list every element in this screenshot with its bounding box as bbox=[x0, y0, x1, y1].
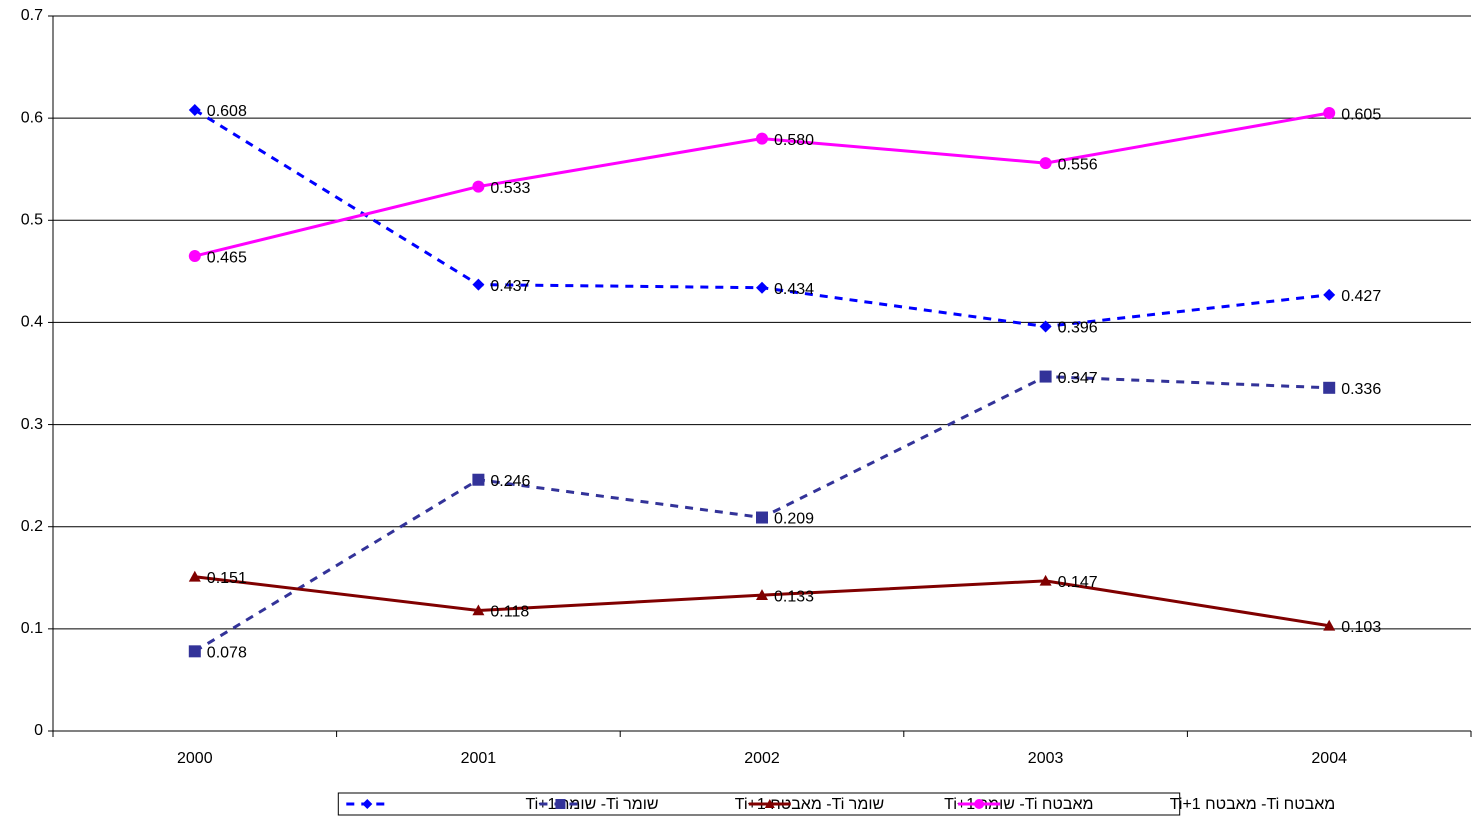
marker bbox=[1323, 381, 1336, 394]
legend-item: שומר Ti- מאבטח Ti+1 bbox=[539, 796, 884, 813]
y-tick-label: 0.7 bbox=[21, 7, 43, 24]
marker bbox=[756, 589, 768, 600]
marker bbox=[1323, 619, 1336, 631]
marker bbox=[1039, 370, 1052, 383]
data-label: 0.608 bbox=[207, 103, 247, 120]
marker bbox=[1323, 107, 1336, 120]
y-tick-label: 0.6 bbox=[21, 109, 43, 126]
data-label: 0.437 bbox=[490, 278, 530, 295]
data-label: 0.103 bbox=[1341, 619, 1381, 636]
y-tick-label: 0.5 bbox=[21, 212, 43, 229]
marker bbox=[472, 473, 485, 486]
series-line bbox=[194, 575, 1330, 628]
x-tick-label: 2002 bbox=[744, 750, 780, 767]
y-tick-label: 0.2 bbox=[21, 518, 43, 535]
data-label: 0.209 bbox=[774, 511, 814, 528]
x-tick-label: 2001 bbox=[461, 750, 497, 767]
marker bbox=[1323, 288, 1336, 301]
x-tick-label: 2003 bbox=[1028, 750, 1064, 767]
marker bbox=[188, 103, 201, 116]
data-label: 0.347 bbox=[1058, 370, 1098, 387]
y-tick-label: 0.3 bbox=[21, 416, 43, 433]
y-tick-label: 0 bbox=[34, 722, 43, 739]
marker bbox=[472, 604, 485, 616]
data-label: 0.151 bbox=[207, 570, 247, 587]
legend-label: מאבטח Ti- מאבטח Ti+1 bbox=[1170, 796, 1336, 813]
legend: שומר Ti- שומר Ti+1שומר Ti- מאבטח Ti+1מאב… bbox=[337, 792, 1335, 816]
data-label: 0.246 bbox=[490, 473, 530, 490]
marker bbox=[756, 281, 768, 294]
data-label: 0.465 bbox=[207, 249, 247, 266]
marker bbox=[188, 250, 201, 263]
marker bbox=[188, 570, 201, 582]
data-label: 0.133 bbox=[774, 588, 814, 605]
data-label: 0.336 bbox=[1341, 381, 1381, 398]
x-tick-label: 2004 bbox=[1311, 750, 1347, 767]
marker bbox=[188, 645, 201, 658]
data-label: 0.427 bbox=[1341, 288, 1381, 305]
x-tick-label: 2000 bbox=[177, 750, 213, 767]
marker bbox=[1039, 574, 1052, 586]
data-label: 0.396 bbox=[1058, 320, 1098, 337]
marker bbox=[1039, 320, 1052, 333]
data-label: 0.580 bbox=[774, 132, 814, 149]
y-tick-label: 0.4 bbox=[21, 314, 43, 331]
data-label: 0.078 bbox=[207, 645, 247, 662]
data-label: 0.118 bbox=[490, 604, 529, 621]
data-label: 0.533 bbox=[490, 180, 530, 197]
marker bbox=[1039, 157, 1052, 170]
marker bbox=[756, 132, 768, 145]
legend-item: מאבטח Ti- מאבטח Ti+1 bbox=[958, 796, 1335, 813]
data-label: 0.147 bbox=[1058, 574, 1098, 591]
data-label: 0.556 bbox=[1058, 156, 1098, 173]
y-tick-label: 0.1 bbox=[21, 620, 43, 637]
marker bbox=[472, 180, 485, 193]
data-label: 0.605 bbox=[1341, 106, 1381, 123]
marker bbox=[974, 799, 985, 809]
data-label: 0.434 bbox=[774, 281, 814, 298]
marker bbox=[472, 278, 485, 291]
marker bbox=[764, 799, 775, 808]
marker bbox=[362, 799, 373, 809]
marker bbox=[756, 511, 768, 524]
legend-label: שומר Ti- מאבטח Ti+1 bbox=[735, 796, 884, 813]
marker bbox=[555, 799, 566, 809]
